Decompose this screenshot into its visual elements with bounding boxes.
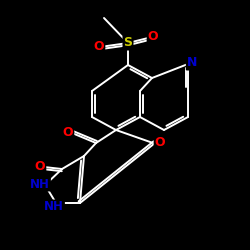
Text: NH: NH (44, 200, 64, 213)
Text: O: O (35, 160, 45, 172)
Text: NH: NH (30, 178, 50, 190)
Text: N: N (187, 56, 197, 70)
Text: O: O (148, 30, 158, 43)
Text: O: O (155, 136, 165, 149)
Text: O: O (63, 126, 73, 138)
Text: O: O (94, 40, 104, 54)
Text: S: S (124, 36, 132, 50)
